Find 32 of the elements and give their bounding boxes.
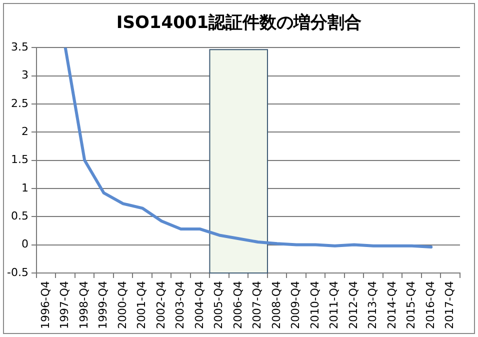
y-tick-label: -0.5: [6, 266, 28, 279]
y-tick-label: 1.5: [10, 153, 28, 166]
x-tick-label: 2005-Q4: [212, 280, 226, 330]
x-tick-label: 1999-Q4: [96, 280, 110, 330]
y-tick-label: 2: [21, 124, 28, 138]
y-tick-label: 3: [21, 68, 28, 82]
x-tick-label: 2002-Q4: [154, 280, 168, 330]
x-tick-label: 1996-Q4: [38, 280, 52, 330]
y-tick-label: 1: [21, 181, 28, 194]
x-tick-label: 2016-Q4: [424, 280, 437, 330]
y-tick-label: 2.5: [10, 96, 28, 110]
x-tick-label: 1998-Q4: [77, 280, 90, 330]
x-tick-label: 2000-Q4: [116, 280, 129, 330]
x-tick-label: 2006-Q4: [231, 280, 244, 330]
x-tick-label: 2007-Q4: [250, 280, 264, 330]
x-tick-label: 2017-Q4: [443, 280, 456, 330]
y-tick-label: 3.5: [10, 40, 28, 54]
chart-title: ISO14001認証件数の増分割合: [115, 12, 363, 35]
x-tick-label: 2011-Q4: [328, 280, 341, 330]
x-tick-label: 2001-Q4: [135, 280, 148, 330]
x-tick-label: 2009-Q4: [289, 280, 302, 330]
x-tick-label: 2014-Q4: [385, 280, 398, 330]
x-tick-label: 2004-Q4: [192, 280, 206, 330]
y-tick-label: 0.5: [10, 209, 28, 222]
x-tick-label: 1997-Q4: [58, 280, 72, 330]
x-tick-label: 2015-Q4: [404, 280, 418, 330]
y-tick-label: 0: [21, 238, 28, 251]
x-tick-label: 2003-Q4: [174, 280, 187, 330]
x-tick-label: 2010-Q4: [308, 280, 322, 330]
x-tick-label: 2008-Q4: [270, 280, 283, 330]
x-tick-label: 2012-Q4: [346, 280, 360, 330]
x-tick-label: 2013-Q4: [366, 280, 380, 330]
